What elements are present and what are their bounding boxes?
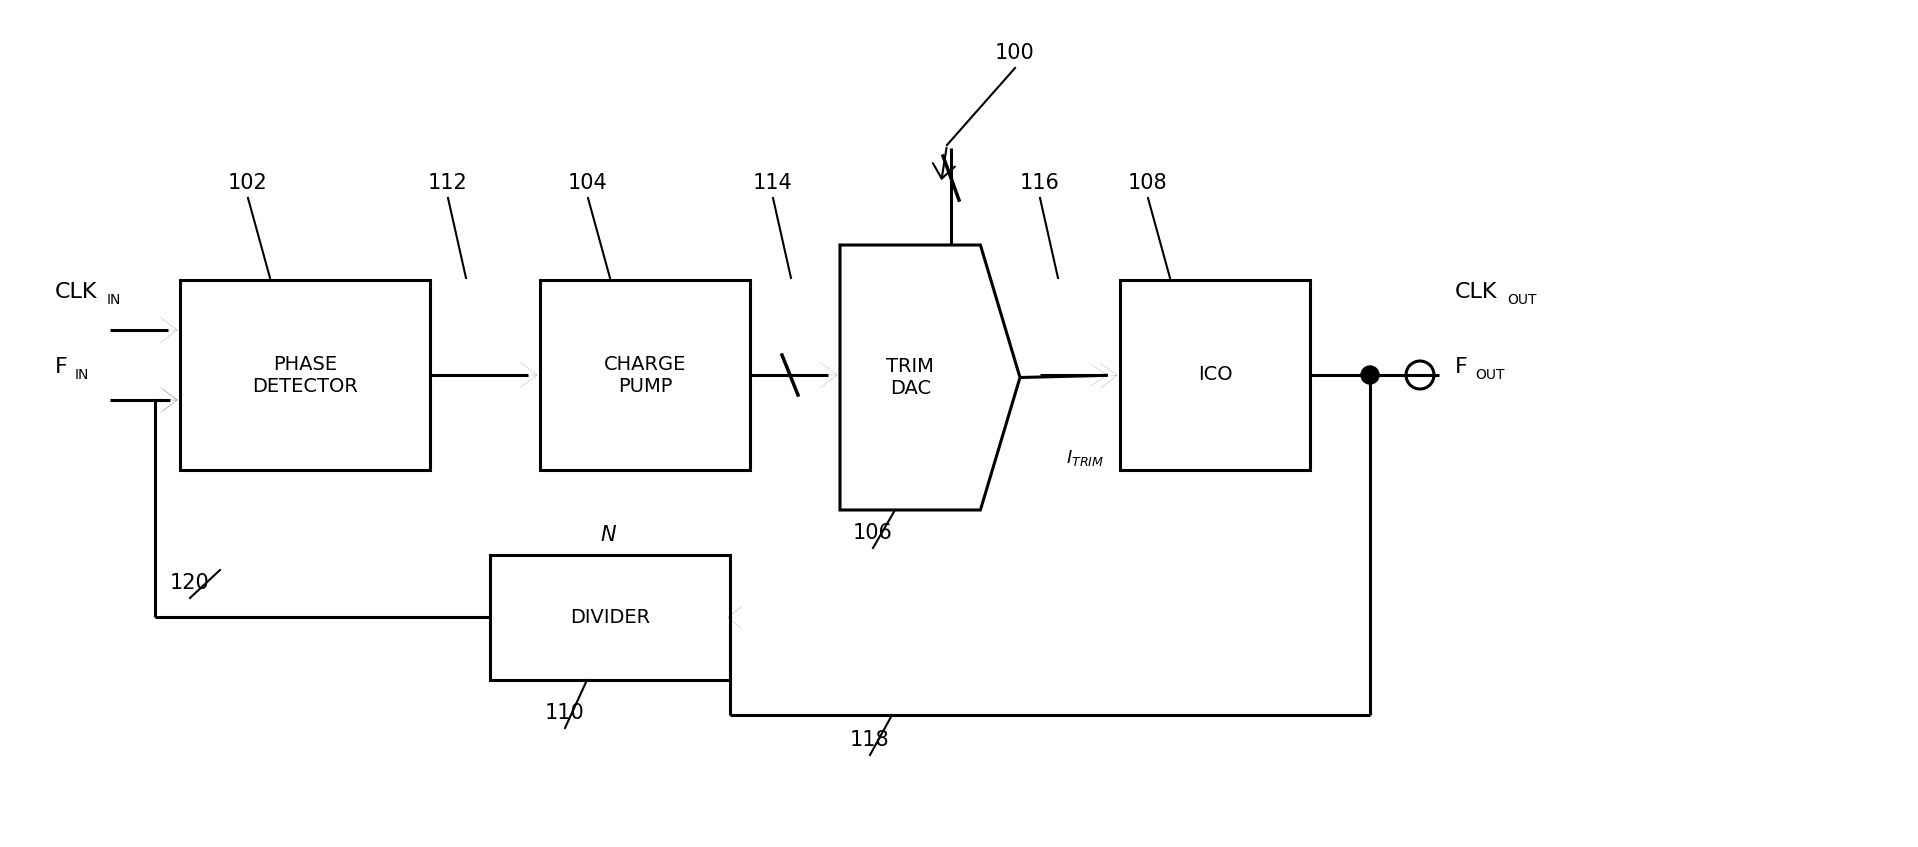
Text: 108: 108 [1128, 173, 1168, 193]
Text: OUT: OUT [1475, 368, 1504, 382]
Text: N: N [600, 525, 616, 545]
Circle shape [1362, 366, 1379, 384]
Text: 104: 104 [568, 173, 608, 193]
Text: 120: 120 [171, 573, 209, 593]
Text: 110: 110 [545, 703, 585, 723]
Bar [1120, 280, 1310, 470]
Text: CLK: CLK [1456, 282, 1498, 302]
Text: IN: IN [75, 368, 90, 382]
Text: OUT: OUT [1508, 293, 1536, 307]
Text: TRIM
DAC: TRIM DAC [886, 357, 934, 398]
Text: 114: 114 [754, 173, 792, 193]
Polygon shape [840, 245, 1020, 510]
Text: 118: 118 [850, 730, 890, 750]
Bar [541, 280, 750, 470]
Bar [489, 555, 731, 680]
Text: PHASE
DETECTOR: PHASE DETECTOR [251, 355, 359, 396]
Text: 102: 102 [228, 173, 269, 193]
Text: $I_{TRIM}$: $I_{TRIM}$ [1066, 448, 1105, 468]
Text: 106: 106 [854, 523, 894, 543]
Text: F: F [1456, 357, 1467, 377]
Text: ICO: ICO [1197, 366, 1231, 385]
Bar [180, 280, 430, 470]
Text: 100: 100 [995, 43, 1036, 63]
Text: 116: 116 [1020, 173, 1061, 193]
Text: 112: 112 [428, 173, 468, 193]
Text: DIVIDER: DIVIDER [570, 608, 650, 627]
Text: CLK: CLK [56, 282, 98, 302]
Text: IN: IN [107, 293, 121, 307]
Text: F: F [56, 357, 67, 377]
Text: CHARGE
PUMP: CHARGE PUMP [604, 355, 687, 396]
